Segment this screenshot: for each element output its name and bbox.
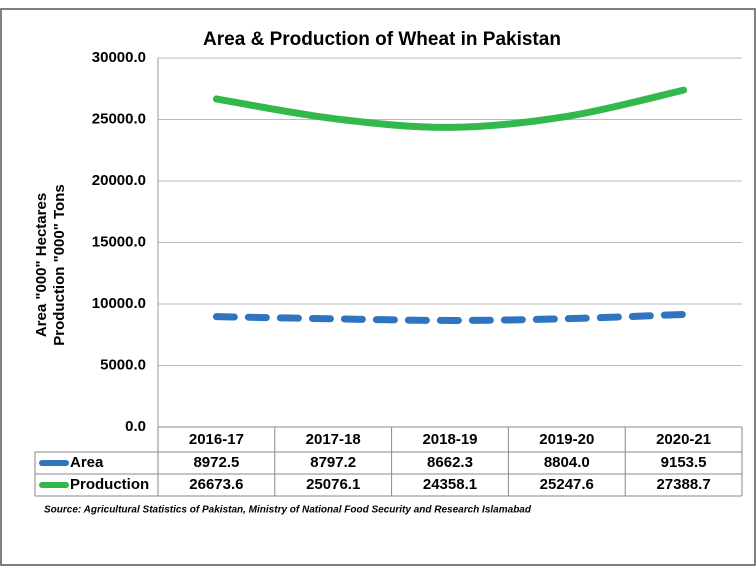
legend-label: Area — [70, 454, 104, 471]
table-value: 27388.7 — [656, 476, 710, 493]
table-value: 26673.6 — [189, 476, 243, 493]
table-value: 24358.1 — [423, 476, 477, 493]
legend-label: Production — [70, 476, 149, 493]
y-axis-title: Area "000" Hectares Production "000" Ton… — [33, 184, 68, 345]
x-tick-label: 2020-21 — [656, 431, 711, 448]
x-tick-label: 2019-20 — [539, 431, 594, 448]
table-value: 8797.2 — [310, 454, 356, 471]
table-value: 25076.1 — [306, 476, 360, 493]
y-tick-label: 20000.0 — [92, 172, 146, 189]
series-line — [212, 86, 688, 131]
chart-title: Area & Production of Wheat in Pakistan — [203, 29, 561, 50]
y-tick-label: 25000.0 — [92, 110, 146, 127]
source-note: Source: Agricultural Statistics of Pakis… — [44, 505, 532, 516]
y-tick-label: 15000.0 — [92, 233, 146, 250]
table-value: 9153.5 — [661, 454, 707, 471]
table-value: 25247.6 — [540, 476, 594, 493]
y-axis-title-line: Production "000" Tons — [51, 184, 68, 345]
y-tick-label: 5000.0 — [100, 356, 146, 373]
table-value: 8662.3 — [427, 454, 473, 471]
y-tick-label: 30000.0 — [92, 49, 146, 66]
x-tick-label: 2017-18 — [306, 431, 361, 448]
table-value: 8972.5 — [193, 454, 239, 471]
table-value: 8804.0 — [544, 454, 590, 471]
x-tick-label: 2018-19 — [422, 431, 477, 448]
y-tick-label: 10000.0 — [92, 295, 146, 312]
x-tick-label: 2016-17 — [189, 431, 244, 448]
series-line — [212, 310, 688, 324]
y-axis-title-line: Area "000" Hectares — [33, 193, 50, 337]
y-tick-label: 0.0 — [125, 418, 146, 435]
